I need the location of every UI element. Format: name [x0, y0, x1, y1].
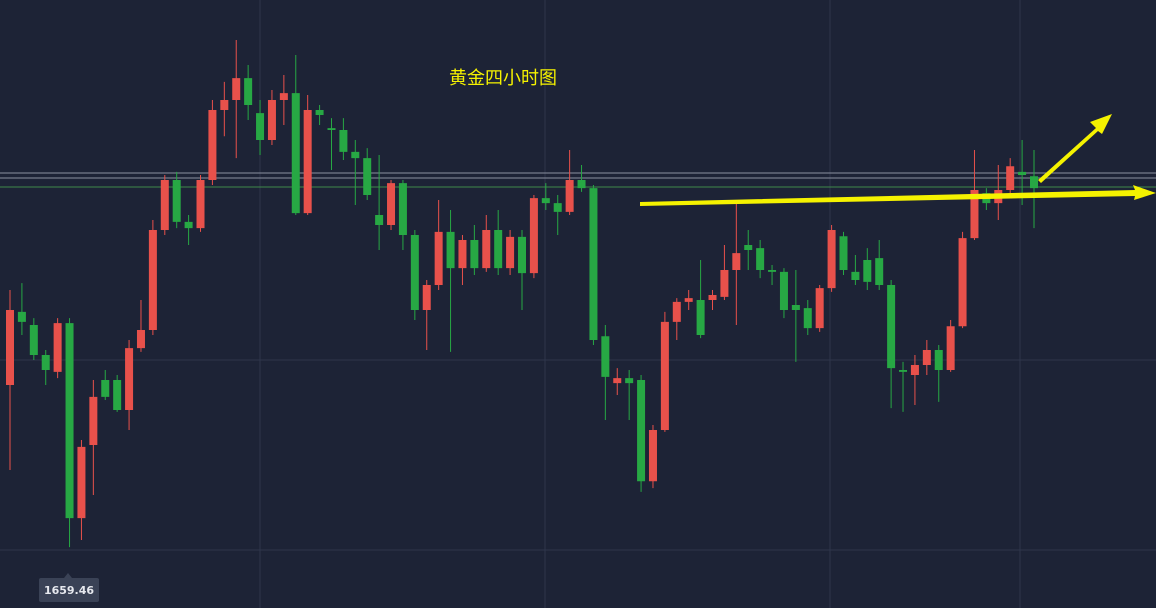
candle-body — [422, 285, 431, 310]
candle-body — [541, 198, 550, 204]
candle-body — [291, 93, 300, 214]
candle-body — [6, 310, 14, 385]
candle-body — [160, 180, 169, 230]
candle-body — [410, 235, 419, 310]
candle-body — [529, 198, 538, 274]
candle-body — [791, 305, 800, 310]
candle-body — [660, 321, 669, 430]
candle-body — [339, 130, 348, 152]
candle-body — [1006, 166, 1015, 190]
candle-body — [863, 260, 872, 282]
candle-body — [565, 180, 574, 212]
arrow — [640, 185, 1156, 206]
candle-body — [387, 183, 396, 225]
candle-body — [696, 300, 705, 335]
candle-body — [637, 380, 646, 482]
candle-body — [446, 231, 455, 269]
candle-body — [279, 93, 288, 100]
candle-body — [744, 245, 753, 250]
candle-body — [601, 336, 610, 377]
candle-body — [470, 240, 479, 269]
candle-body — [53, 323, 62, 372]
candle-body — [672, 301, 681, 322]
candle-body — [101, 380, 110, 397]
candle-body — [494, 230, 503, 269]
candle-body — [196, 180, 205, 229]
candle-body — [482, 230, 491, 269]
candle-body — [946, 326, 955, 370]
candle-body — [589, 188, 598, 340]
candle-body — [256, 113, 265, 140]
price-label-box — [39, 578, 99, 602]
arrow — [1038, 114, 1112, 183]
candle-body — [887, 285, 896, 369]
candle-body — [625, 378, 634, 384]
candle-body — [934, 350, 943, 370]
candle-body — [327, 128, 336, 130]
candle-body — [315, 110, 324, 115]
price-label: 1659.46 — [44, 584, 94, 597]
candle-body — [65, 323, 74, 519]
candle-body — [398, 183, 407, 235]
candle-body — [958, 238, 967, 327]
candle-body — [553, 203, 562, 212]
candle-body — [779, 271, 788, 310]
candle-body — [875, 258, 884, 285]
candle-body — [922, 350, 931, 365]
candle-body — [613, 378, 622, 384]
candle-body — [708, 295, 717, 300]
candle-body — [267, 100, 276, 140]
candle-body — [172, 180, 181, 222]
candle-body — [684, 298, 693, 302]
candle-body — [815, 288, 824, 329]
candle-body — [208, 110, 217, 180]
candle-body — [648, 430, 657, 482]
candle-body — [244, 78, 253, 105]
candle-body — [803, 308, 812, 329]
candle-body — [732, 253, 741, 270]
candle-body — [351, 151, 360, 159]
chart-title: 黄金四小时图 — [449, 68, 557, 89]
candle-body — [303, 110, 312, 214]
label-pointer — [64, 573, 72, 578]
candle-body — [506, 236, 515, 269]
candle-body — [899, 370, 908, 372]
candle-body — [220, 100, 229, 110]
candle-body — [113, 380, 122, 410]
candle-body — [839, 236, 848, 270]
candle-body — [851, 271, 860, 280]
candle-body — [77, 446, 86, 519]
candle-body — [17, 311, 26, 322]
candle-body — [970, 190, 979, 239]
candle-body — [136, 330, 145, 349]
candle-body — [577, 180, 586, 189]
candle-body — [184, 221, 193, 229]
candle-body — [1018, 171, 1027, 175]
candle-body — [29, 325, 38, 355]
candle-body — [232, 78, 241, 100]
candle-body — [910, 365, 919, 375]
candle-body — [434, 231, 443, 285]
candle-body — [1030, 176, 1038, 189]
candle-body — [720, 270, 729, 297]
candle-body — [41, 355, 50, 370]
candle-body — [148, 230, 157, 330]
candle-body — [125, 348, 134, 410]
candle-body — [375, 215, 384, 225]
candle-body — [756, 248, 765, 270]
candle-body — [458, 240, 467, 269]
candle-body — [518, 236, 526, 274]
candle-body — [363, 158, 372, 195]
candle-body — [827, 230, 836, 289]
candle-body — [768, 270, 777, 272]
candle-body — [89, 396, 98, 445]
annotations — [640, 114, 1156, 206]
